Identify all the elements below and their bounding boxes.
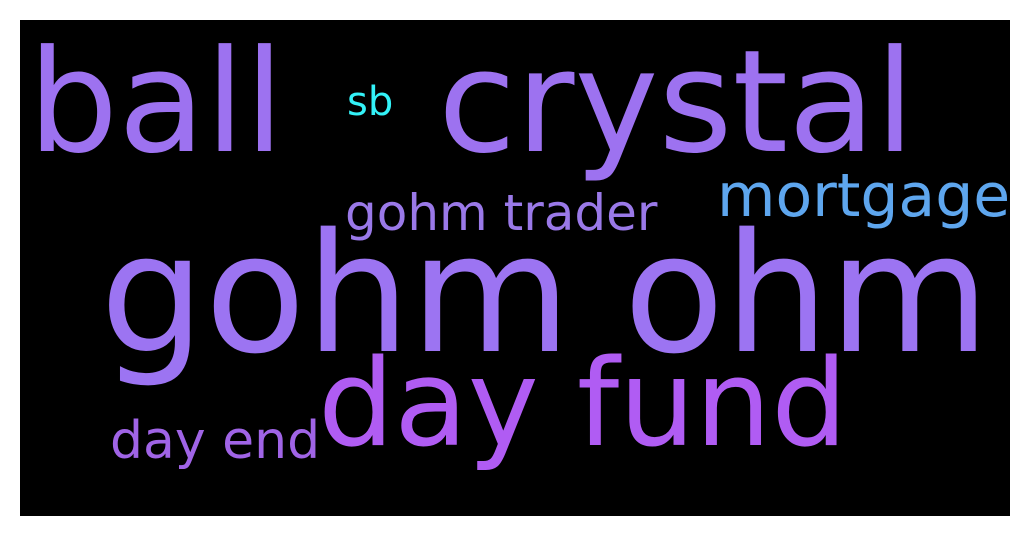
word-sb: sb [347, 79, 394, 125]
word-mortgage: mortgage [717, 161, 1010, 231]
word-day-fund: day fund [318, 335, 848, 474]
word-cloud-canvas: ball crystal sb gohm trader mortgage goh… [20, 20, 1010, 516]
word-gohm-trader: gohm trader [345, 184, 658, 242]
word-gohm-ohm: gohm ohm [100, 198, 990, 390]
word-ball: ball [28, 20, 285, 185]
word-crystal: crystal [438, 20, 915, 185]
word-day-end: day end [110, 411, 321, 471]
